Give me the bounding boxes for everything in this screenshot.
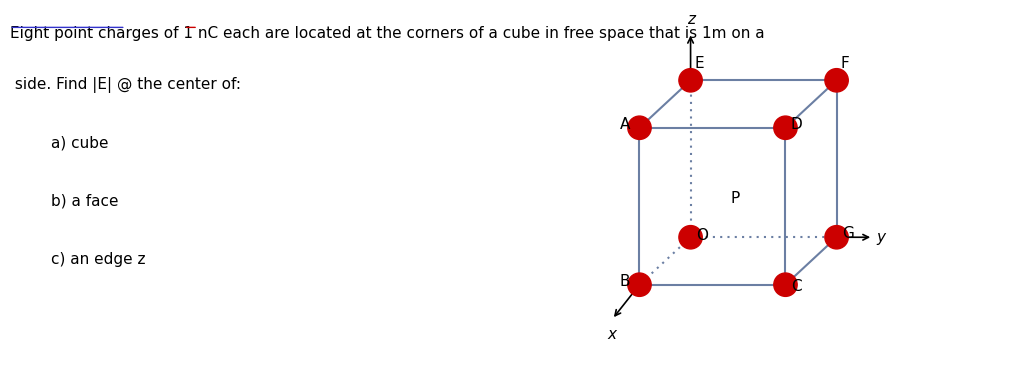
Text: O: O <box>696 228 708 243</box>
Circle shape <box>774 116 797 139</box>
Circle shape <box>774 273 797 296</box>
Text: y: y <box>877 230 885 245</box>
Text: P: P <box>731 191 740 207</box>
Text: Eight point charges of 1 nC each are located at the corners of a cube in free sp: Eight point charges of 1 nC each are loc… <box>10 26 765 41</box>
Text: side. Find |E| @ the center of:: side. Find |E| @ the center of: <box>10 77 241 93</box>
Circle shape <box>825 69 849 92</box>
Text: A: A <box>620 116 630 132</box>
Text: G: G <box>842 226 854 241</box>
Text: b) a face: b) a face <box>51 193 119 208</box>
Text: x: x <box>607 327 617 342</box>
Text: a) cube: a) cube <box>51 135 109 150</box>
Circle shape <box>628 273 652 296</box>
Text: D: D <box>791 116 802 132</box>
Text: F: F <box>840 56 849 72</box>
Text: C: C <box>791 279 801 294</box>
Circle shape <box>679 69 702 92</box>
Text: z: z <box>686 12 695 27</box>
Circle shape <box>825 226 849 249</box>
Circle shape <box>628 116 652 139</box>
Text: B: B <box>620 273 630 289</box>
Text: c) an edge z: c) an edge z <box>51 252 146 267</box>
Text: E: E <box>695 56 704 72</box>
Circle shape <box>679 226 702 249</box>
